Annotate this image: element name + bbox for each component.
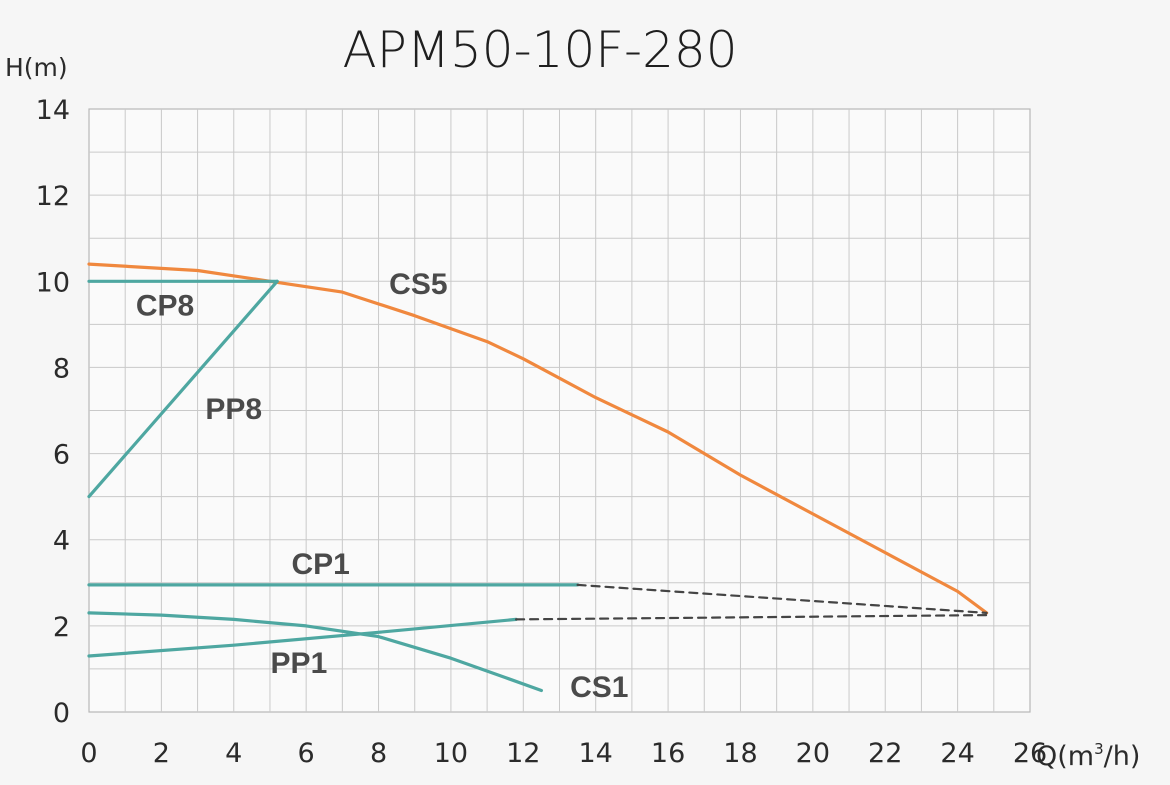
x-tick-label: 24: [940, 738, 974, 769]
curve-cs1: [87, 611, 544, 693]
y-tick-label: 10: [36, 267, 70, 298]
y-tick-label: 6: [53, 440, 70, 471]
x-tick-label: 16: [651, 738, 685, 769]
x-tick-label: 4: [225, 738, 242, 769]
x-tick-label: 14: [579, 738, 613, 769]
curve-pp8: [87, 279, 279, 499]
chart-title: APM50-10F-280: [342, 21, 737, 79]
x-tick-label: 0: [80, 738, 97, 769]
y-tick-label: 8: [53, 353, 70, 384]
x-tick-label: 8: [370, 738, 387, 769]
x-tick-label: 26: [1013, 738, 1047, 769]
y-tick-label: 0: [53, 698, 70, 729]
curve-pp1: [87, 617, 518, 658]
x-tick-label: 10: [434, 738, 468, 769]
x-tick-label: 2: [153, 738, 170, 769]
y-tick-label: 4: [53, 526, 70, 557]
y-axis-label: H(m): [5, 53, 68, 82]
curve-pp1-ext: [514, 613, 988, 621]
curve-labels: CS5 CP8 PP8 CP1 PP1 CS1: [136, 268, 629, 704]
curve-label-pp1: PP1: [271, 647, 328, 680]
curve-cs5: [87, 262, 989, 615]
x-tick-label: 12: [506, 738, 540, 769]
curve-label-cs5: CS5: [389, 268, 447, 301]
x-axis-label-main: Q(m: [1036, 741, 1094, 772]
grid: [88, 108, 1031, 713]
curve-label-pp8: PP8: [205, 393, 262, 426]
x-axis-label-tail: /h): [1104, 741, 1141, 772]
curve-cp1-ext: [576, 583, 988, 615]
x-tick-label: 22: [868, 738, 902, 769]
x-tick-label: 20: [796, 738, 830, 769]
curve-label-cp1: CP1: [291, 548, 349, 581]
x-tick-label: 6: [298, 738, 315, 769]
y-tick-label: 12: [36, 181, 70, 212]
curves: [87, 262, 989, 693]
y-tick-label: 14: [36, 95, 70, 126]
curve-label-cs1: CS1: [570, 671, 628, 704]
x-axis-label-sup: 3: [1094, 740, 1104, 758]
x-tick-label: 18: [723, 738, 757, 769]
x-axis-label: Q(m3/h): [1036, 740, 1140, 772]
y-tick-label: 2: [53, 612, 70, 643]
curve-label-cp8: CP8: [136, 290, 194, 323]
